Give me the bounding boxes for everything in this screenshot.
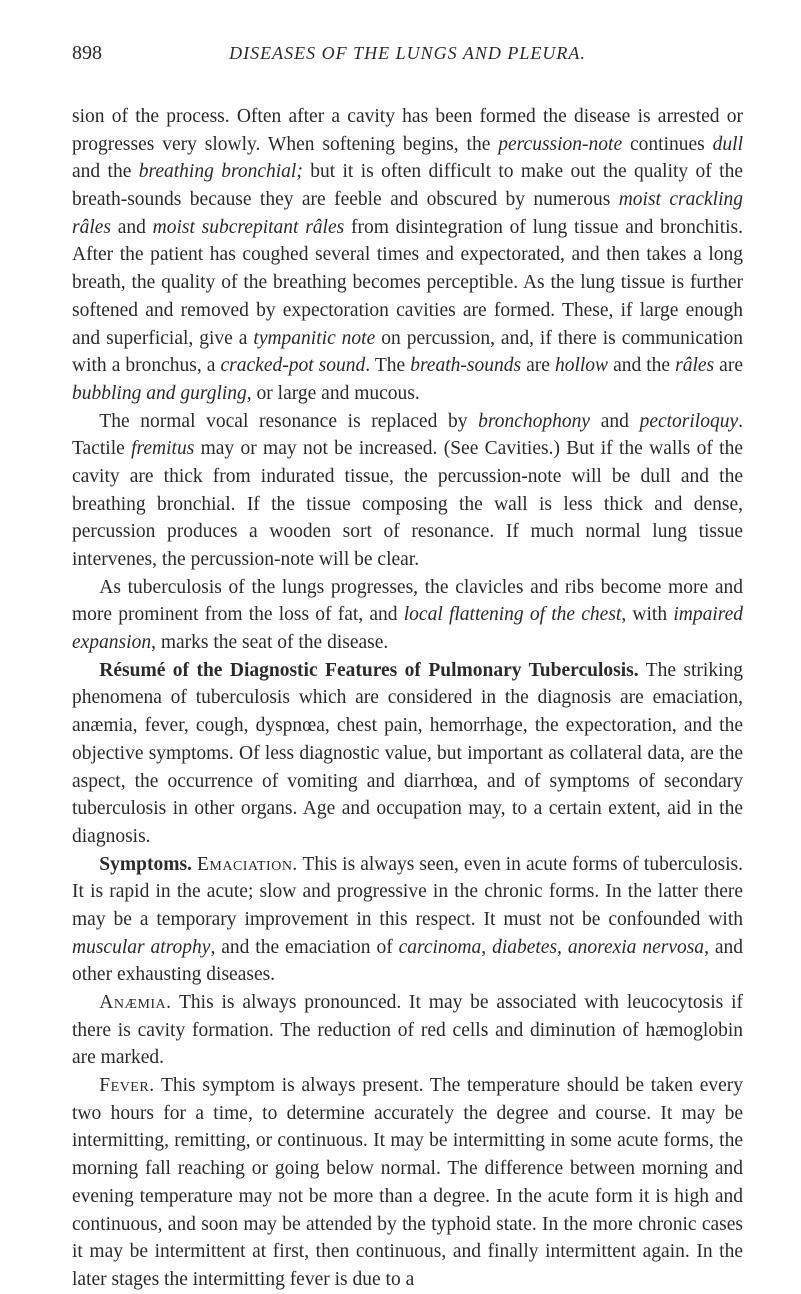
paragraph-1: sion of the process. Often after a cavit… xyxy=(72,103,743,408)
anaemia-subheading: Anæmia. xyxy=(99,992,171,1013)
symptoms-heading: Symptoms. xyxy=(99,854,192,875)
page-title: DISEASES OF THE LUNGS AND PLEURA. xyxy=(229,43,586,64)
paragraph-4: Résumé of the Diagnostic Features of Pul… xyxy=(72,657,743,851)
page-header: 898 DISEASES OF THE LUNGS AND PLEURA. xyxy=(72,42,743,65)
paragraph-7: Fever. This symptom is always present. T… xyxy=(72,1072,743,1294)
page-number: 898 xyxy=(72,42,102,65)
resume-heading: Résumé of the Diagnostic Features of Pul… xyxy=(99,660,638,681)
paragraph-5: Symptoms. Emaciation. This is always see… xyxy=(72,851,743,989)
paragraph-3: As tuberculosis of the lungs progresses,… xyxy=(72,574,743,657)
fever-subheading: Fever. xyxy=(99,1075,154,1096)
emaciation-subheading: Emaciation. xyxy=(197,854,298,875)
paragraph-2: The normal vocal resonance is replaced b… xyxy=(72,408,743,574)
body-text: sion of the process. Often after a cavit… xyxy=(72,103,743,1294)
paragraph-6: Anæmia. This is always pronounced. It ma… xyxy=(72,989,743,1072)
